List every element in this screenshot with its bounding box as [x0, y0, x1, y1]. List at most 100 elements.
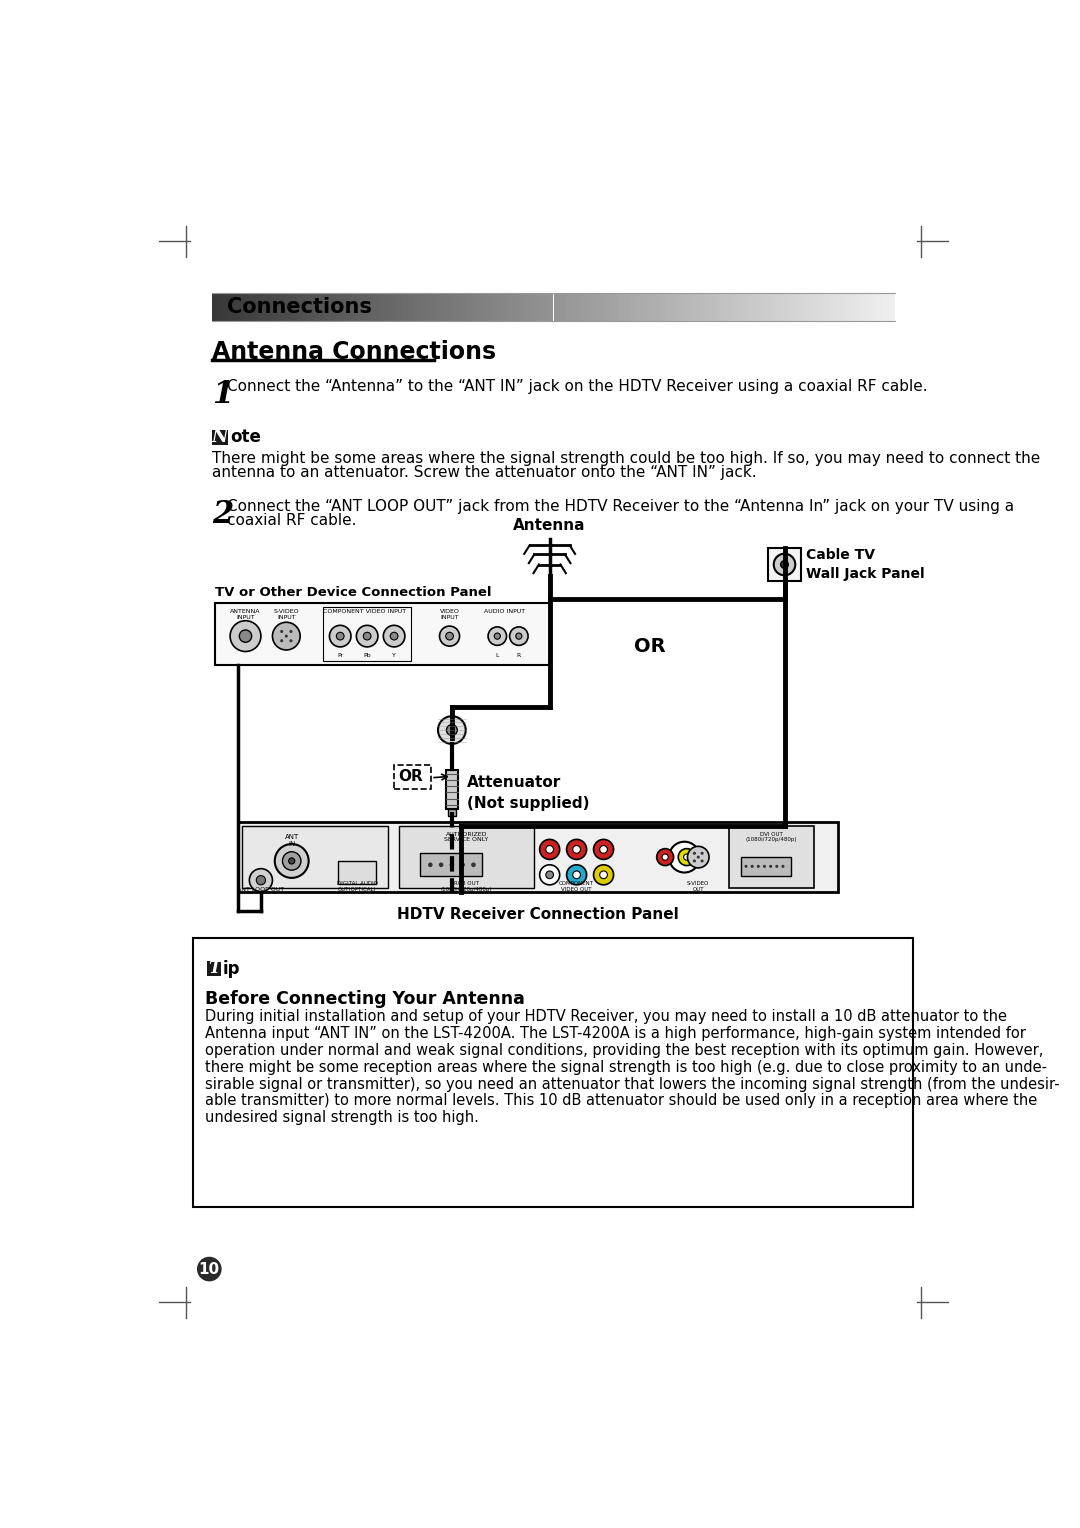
Bar — [235, 293, 238, 321]
Text: Pr: Pr — [337, 652, 343, 659]
Bar — [501, 293, 503, 321]
Bar — [474, 293, 476, 321]
Bar — [735, 293, 738, 321]
Text: there might be some reception areas where the signal strength is too high (e.g. : there might be some reception areas wher… — [205, 1059, 1047, 1074]
Bar — [279, 293, 281, 321]
Text: Connect the “ANT LOOP OUT” jack from the HDTV Receiver to the “Antenna In” jack : Connect the “ANT LOOP OUT” jack from the… — [227, 500, 1014, 513]
Bar — [238, 293, 240, 321]
Text: operation under normal and weak signal conditions, providing the best reception : operation under normal and weak signal c… — [205, 1042, 1043, 1057]
Bar — [706, 293, 708, 321]
Circle shape — [356, 625, 378, 646]
Bar — [663, 293, 665, 321]
Bar — [558, 293, 561, 321]
Bar — [615, 293, 617, 321]
Bar — [386, 293, 388, 321]
Bar — [260, 293, 262, 321]
Circle shape — [240, 630, 252, 642]
Bar — [363, 293, 365, 321]
Bar — [538, 293, 540, 321]
Bar — [481, 293, 483, 321]
Bar — [867, 293, 869, 321]
Circle shape — [272, 622, 300, 649]
Bar — [526, 293, 528, 321]
Bar — [467, 293, 470, 321]
Bar — [859, 293, 861, 321]
Bar — [647, 293, 649, 321]
Text: N: N — [212, 428, 228, 446]
Text: Before Connecting Your Antenna: Before Connecting Your Antenna — [205, 990, 525, 1008]
Bar — [594, 293, 597, 321]
Bar — [774, 293, 777, 321]
Bar — [228, 293, 231, 321]
Bar — [340, 293, 342, 321]
Bar — [429, 293, 431, 321]
Circle shape — [701, 851, 704, 854]
Text: ANT LOOP OUT: ANT LOOP OUT — [238, 886, 284, 892]
Bar — [427, 293, 429, 321]
Bar — [517, 293, 519, 321]
Circle shape — [329, 625, 351, 646]
Bar — [369, 293, 372, 321]
Bar — [530, 293, 534, 321]
Bar — [240, 293, 242, 321]
Bar — [658, 293, 660, 321]
Circle shape — [289, 639, 293, 642]
Bar — [258, 293, 260, 321]
Text: Antenna Connections: Antenna Connections — [213, 341, 497, 365]
Text: Y: Y — [392, 652, 396, 659]
Bar — [283, 293, 285, 321]
Bar — [795, 293, 797, 321]
Bar — [487, 293, 490, 321]
Circle shape — [773, 553, 795, 575]
Bar — [323, 607, 411, 660]
Circle shape — [438, 862, 444, 866]
Bar — [513, 293, 515, 321]
Text: During initial installation and setup of your HDTV Receiver, you may need to ins: During initial installation and setup of… — [205, 1008, 1007, 1024]
Bar — [717, 293, 719, 321]
Bar — [378, 293, 380, 321]
Bar — [721, 293, 724, 321]
Bar — [519, 293, 522, 321]
Bar — [640, 293, 643, 321]
Circle shape — [390, 633, 397, 640]
Bar — [433, 293, 435, 321]
Bar — [347, 293, 349, 321]
Bar — [667, 293, 670, 321]
Bar — [396, 293, 399, 321]
Bar — [881, 293, 883, 321]
Text: 1: 1 — [213, 379, 233, 410]
Bar — [542, 293, 544, 321]
Bar — [620, 293, 622, 321]
Bar — [376, 293, 378, 321]
Text: able transmitter) to more normal levels. This 10 dB attenuator should be used on: able transmitter) to more normal levels.… — [205, 1094, 1037, 1108]
Bar — [826, 293, 828, 321]
Bar — [335, 293, 337, 321]
Bar — [324, 293, 326, 321]
Bar — [345, 293, 347, 321]
Circle shape — [684, 854, 690, 860]
Text: Connect the “Antenna” to the “ANT IN” jack on the HDTV Receiver using a coaxial : Connect the “Antenna” to the “ANT IN” ja… — [227, 379, 928, 394]
Bar — [308, 293, 310, 321]
Circle shape — [545, 845, 553, 853]
Bar — [842, 293, 845, 321]
Bar — [224, 293, 226, 321]
Text: DIGITAL AUDIO
OUT(OPTICAL): DIGITAL AUDIO OUT(OPTICAL) — [337, 882, 378, 892]
Bar — [678, 293, 680, 321]
Circle shape — [540, 865, 559, 885]
Text: 2: 2 — [213, 500, 233, 530]
Bar — [787, 293, 789, 321]
Bar — [383, 293, 386, 321]
Bar — [221, 293, 224, 321]
Circle shape — [428, 862, 433, 866]
Bar — [299, 293, 301, 321]
Bar — [281, 293, 283, 321]
Circle shape — [572, 871, 580, 879]
Text: HDTV Receiver Connection Panel: HDTV Receiver Connection Panel — [397, 908, 679, 923]
Bar — [847, 293, 849, 321]
Text: AUDIO INPUT: AUDIO INPUT — [485, 610, 526, 614]
Bar — [824, 293, 826, 321]
Text: antenna to an attenuator. Screw the attenuator onto the “ANT IN” jack.: antenna to an attenuator. Screw the atte… — [213, 465, 757, 480]
Bar — [254, 293, 256, 321]
Bar — [741, 857, 791, 877]
Circle shape — [697, 856, 700, 859]
